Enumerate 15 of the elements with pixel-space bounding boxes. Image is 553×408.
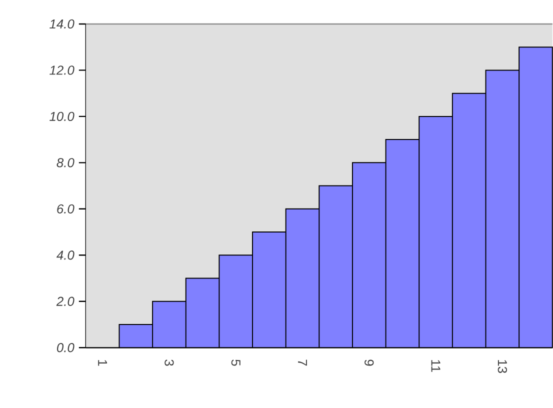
y-tick-label: 12.0 xyxy=(50,66,74,75)
x-tick-label: 11 xyxy=(431,360,440,372)
y-tick-label: 2.0 xyxy=(56,297,74,306)
x-tick-label: 13 xyxy=(498,360,508,374)
x-tick-label: 7 xyxy=(298,360,307,366)
y-tick-label: 14.0 xyxy=(50,20,74,29)
x-tick-label: 9 xyxy=(364,360,374,366)
y-tick-label: 8.0 xyxy=(56,158,74,168)
x-tick-label: 5 xyxy=(231,360,240,366)
x-tick-label: 1 xyxy=(98,360,108,366)
x-tick-label: 3 xyxy=(164,360,174,366)
y-tick-label: 6.0 xyxy=(57,204,74,214)
y-tick-label: 0.0 xyxy=(56,343,74,352)
y-tick-label: 4.0 xyxy=(56,250,74,260)
y-tick-label: 10.0 xyxy=(50,112,74,122)
